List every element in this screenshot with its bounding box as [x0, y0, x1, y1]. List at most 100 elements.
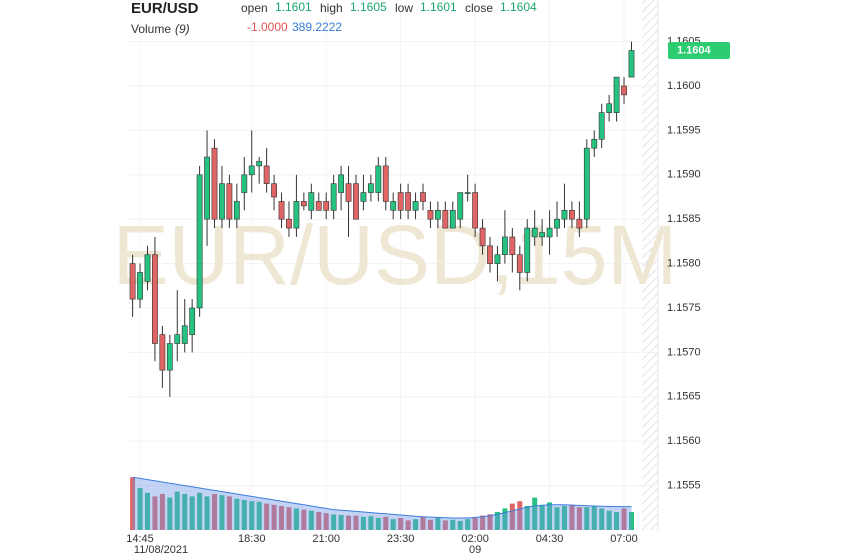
volume-bar: [316, 512, 322, 530]
candle-body: [554, 218, 560, 229]
candle-body: [390, 201, 397, 211]
open-value: 1.1601: [275, 0, 312, 14]
volume-bar: [450, 519, 456, 530]
candle-body: [427, 210, 434, 220]
volume-bar: [390, 519, 396, 530]
candle-body: [613, 76, 620, 113]
future-area: [642, 0, 658, 530]
candle-body: [412, 201, 419, 211]
candle-body: [367, 183, 374, 193]
y-tick-label: 1.1585: [667, 213, 701, 225]
candle-body: [397, 192, 404, 211]
volume-bar: [197, 492, 203, 530]
volume-ma-area: [132, 477, 632, 530]
candle-body: [501, 236, 508, 256]
high-label: high: [320, 1, 343, 15]
volume-bar: [182, 494, 188, 530]
candle-body: [204, 156, 210, 220]
candle-body: [539, 232, 546, 238]
volume-ma-line: [132, 476, 632, 519]
volume-bar: [226, 496, 232, 530]
volume-bar: [204, 496, 210, 530]
low-label: low: [395, 1, 413, 15]
volume-bar: [547, 502, 553, 530]
volume-bar: [130, 477, 136, 530]
volume-bar: [308, 510, 314, 530]
volume-bar: [614, 512, 620, 530]
candle-body: [338, 174, 344, 193]
candle-body: [375, 165, 382, 193]
volume-bar: [591, 506, 597, 530]
candle-body: [606, 103, 613, 113]
volume-bar: [584, 507, 590, 530]
volume-bar: [517, 501, 523, 530]
candle-body: [241, 174, 248, 193]
candle-body: [174, 334, 181, 344]
x-tick-label: 04:30: [536, 533, 564, 545]
volume-bar: [152, 496, 158, 530]
candle-body: [226, 183, 233, 220]
volume-bar: [554, 507, 560, 530]
candle-body: [278, 201, 285, 220]
volume-bar: [621, 508, 627, 530]
x-tick-label: 23:30: [387, 533, 415, 545]
volume-bar: [167, 497, 173, 530]
y-tick-label: 1.1590: [667, 169, 701, 181]
candle-body: [509, 236, 516, 256]
volume-bar: [338, 515, 344, 530]
candle-body: [196, 174, 203, 309]
volume-label: Volume: [131, 22, 171, 36]
candle-body: [166, 343, 173, 371]
volume-bar: [264, 503, 270, 530]
volume-bar: [576, 507, 582, 530]
candle-body: [300, 201, 307, 207]
volume-bar: [249, 501, 255, 530]
volume-bar: [375, 518, 381, 530]
volume-bar: [494, 512, 500, 530]
candle-body: [591, 138, 598, 149]
volume-bar: [539, 504, 545, 530]
candle-body: [263, 165, 270, 184]
volume-bar: [189, 496, 195, 530]
candle-body: [546, 227, 553, 238]
volume-bar: [502, 508, 508, 530]
candle-body: [233, 201, 240, 220]
volume-bar: [212, 494, 218, 530]
candle-body: [308, 192, 315, 211]
candle-body: [248, 165, 255, 176]
volume-bar: [271, 504, 277, 530]
candle-body: [189, 307, 196, 335]
last-price-tag: [668, 41, 730, 59]
volume-bar: [442, 520, 448, 530]
candle-body: [464, 192, 471, 194]
candle-body: [286, 218, 292, 229]
x-tick-date: 09: [469, 544, 481, 556]
y-tick-label: 1.1600: [667, 80, 701, 92]
candle-body: [315, 201, 322, 211]
volume-bar: [628, 512, 634, 530]
candle-body: [129, 263, 136, 300]
volume-bar: [383, 516, 389, 530]
volume-bar: [353, 515, 359, 530]
candle-body: [479, 227, 486, 247]
y-tick-label: 1.1565: [667, 391, 701, 403]
volume-bar: [279, 506, 285, 530]
volume-bar: [561, 506, 567, 530]
candle-body: [360, 192, 367, 202]
candle-body: [144, 254, 151, 282]
volume-bar: [159, 494, 165, 530]
candle-body: [434, 210, 441, 220]
volume-bar: [524, 506, 530, 530]
volume-bar: [219, 495, 225, 530]
x-tick-label: 07:00: [610, 533, 638, 545]
volume-bar: [323, 513, 329, 530]
x-tick-label: 18:30: [238, 533, 266, 545]
volume-bar: [509, 503, 515, 530]
candle-body: [516, 254, 523, 273]
candle-body: [487, 245, 493, 264]
candle-body: [271, 183, 277, 198]
candle-body: [457, 192, 464, 220]
volume-bar: [144, 492, 150, 530]
candle-body: [583, 147, 590, 220]
